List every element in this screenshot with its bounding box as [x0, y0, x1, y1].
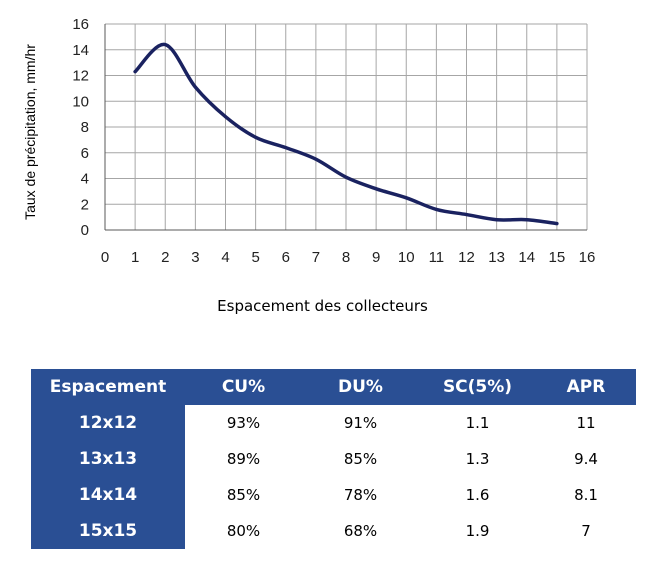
y-tick-label: 4 — [81, 171, 89, 188]
data-point — [133, 70, 137, 74]
table-row: 15x15 80% 68% 1.9 7 — [31, 513, 636, 549]
row-label: 15x15 — [31, 513, 185, 549]
y-tick-label: 2 — [81, 196, 89, 213]
row-label: 14x14 — [31, 477, 185, 513]
cell-sc: 1.6 — [419, 477, 536, 513]
data-point — [495, 218, 499, 222]
x-tick-label: 13 — [488, 249, 505, 266]
y-tick-label: 6 — [81, 145, 89, 162]
data-point — [193, 85, 197, 89]
y-tick-label: 12 — [72, 68, 89, 85]
y-tick-label: 0 — [81, 222, 89, 239]
table-row: 12x12 93% 91% 1.1 11 — [31, 405, 636, 441]
cell-apr: 7 — [536, 513, 636, 549]
data-point — [254, 135, 258, 139]
cell-sc: 1.9 — [419, 513, 536, 549]
y-tick-label: 16 — [72, 16, 89, 33]
cell-sc: 1.1 — [419, 405, 536, 441]
row-label: 13x13 — [31, 441, 185, 477]
y-axis-label: Taux de précipitation, mm/hr — [22, 44, 38, 220]
x-tick-label: 0 — [101, 249, 109, 266]
header-apr: APR — [536, 369, 636, 405]
x-tick-label: 2 — [161, 249, 169, 266]
table-row: 14x14 85% 78% 1.6 8.1 — [31, 477, 636, 513]
x-tick-label: 6 — [282, 249, 290, 266]
cell-du: 91% — [302, 405, 419, 441]
data-point — [314, 157, 318, 161]
cell-cu: 93% — [185, 405, 302, 441]
cell-cu: 85% — [185, 477, 302, 513]
y-tick-label: 8 — [81, 119, 89, 136]
chart-axes — [104, 24, 587, 231]
header-espacement: Espacement — [31, 369, 185, 405]
cell-apr: 9.4 — [536, 441, 636, 477]
x-tick-label: 16 — [579, 249, 596, 266]
header-du: DU% — [302, 369, 419, 405]
x-tick-label: 4 — [221, 249, 229, 266]
data-point — [465, 213, 468, 217]
data-point — [344, 175, 348, 179]
x-tick-label: 9 — [372, 249, 380, 266]
x-tick-label: 3 — [191, 249, 199, 266]
table-row: 13x13 89% 85% 1.3 9.4 — [31, 441, 636, 477]
cell-cu: 80% — [185, 513, 302, 549]
cell-du: 78% — [302, 477, 419, 513]
results-table: Espacement CU% DU% SC(5%) APR 12x12 93% … — [31, 369, 636, 549]
cell-du: 85% — [302, 441, 419, 477]
x-tick-label: 1 — [131, 249, 139, 266]
data-point — [525, 218, 529, 222]
data-point — [404, 196, 408, 200]
data-point — [163, 43, 167, 47]
data-point — [434, 207, 438, 211]
x-tick-label: 15 — [549, 249, 566, 266]
x-tick-label: 7 — [312, 249, 320, 266]
cell-cu: 89% — [185, 441, 302, 477]
data-point — [224, 115, 227, 119]
cell-sc: 1.3 — [419, 441, 536, 477]
x-tick-labels: 0 1 2 3 4 5 6 7 8 9 10 11 12 13 14 15 16 — [101, 249, 596, 266]
series-layer — [133, 42, 559, 226]
data-point — [284, 146, 288, 150]
y-tick-labels: 0 2 4 6 8 10 12 14 16 — [72, 16, 89, 239]
x-tick-label: 10 — [398, 249, 415, 266]
cell-apr: 8.1 — [536, 477, 636, 513]
table-header-row: Espacement CU% DU% SC(5%) APR — [31, 369, 636, 405]
y-tick-label: 14 — [72, 42, 89, 59]
cell-apr: 11 — [536, 405, 636, 441]
data-point — [555, 222, 559, 226]
x-tick-label: 8 — [342, 249, 350, 266]
cell-du: 68% — [302, 513, 419, 549]
header-sc: SC(5%) — [419, 369, 536, 405]
x-tick-label: 14 — [518, 249, 535, 266]
header-cu: CU% — [185, 369, 302, 405]
x-tick-label: 12 — [458, 249, 475, 266]
x-tick-label: 11 — [429, 249, 445, 266]
data-point — [374, 187, 378, 191]
y-tick-label: 10 — [72, 93, 89, 110]
x-tick-label: 5 — [251, 249, 259, 266]
row-label: 12x12 — [31, 405, 185, 441]
x-axis-label: Espacement des collecteurs — [217, 297, 428, 315]
